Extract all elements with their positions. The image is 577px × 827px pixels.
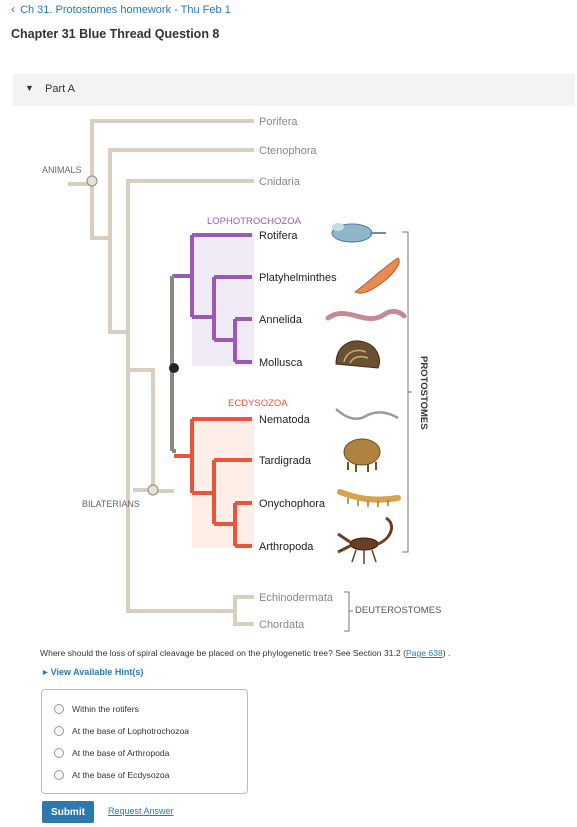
choice-option-4[interactable]: At the base of Ecdysozoa [54,768,169,782]
protostomes-label: PROTOSTOMES [418,356,429,430]
taxon-nematoda: Nematoda [259,414,311,426]
phylogenetic-tree: ANIMALS BILATERIANS LOPHOTROCHOZOA ECDYS… [42,116,441,632]
taxon-mollusca: Mollusca [259,357,303,369]
taxon-tardigrada: Tardigrada [259,455,312,467]
prompt-text: Where should the loss of spiral cleavage… [40,648,406,658]
taxon-cnidaria: Cnidaria [259,176,301,188]
view-hints-toggle[interactable]: ▶ View Available Hint(s) [43,667,143,677]
choice-label: At the base of Arthropoda [72,748,170,758]
choice-label: At the base of Ecdysozoa [72,770,170,780]
deuterostomes-bracket [344,591,353,632]
earthworm-illustration [325,308,407,322]
choice-option-1[interactable]: Within the rotifers [54,702,139,716]
taxon-rotifera: Rotifera [259,230,298,242]
choice-label: Within the rotifers [72,704,139,714]
taxon-arthropoda: Arthropoda [259,541,314,553]
choice-option-2[interactable]: At the base of Lophotrochozoa [54,724,189,738]
caret-right-icon: ▶ [43,670,48,676]
request-answer-link[interactable]: Request Answer [108,806,174,816]
question-prompt: Where should the loss of spiral cleavage… [40,648,450,658]
page-reference-link[interactable]: Page 638 [405,648,443,658]
bilaterians-label: BILATERIANS [82,499,140,509]
nematode-illustration [335,408,399,421]
prompt-suffix: ) . [442,648,451,658]
scorpion-illustration [337,516,394,564]
protostomes-bracket [402,231,412,553]
taxon-ctenophora: Ctenophora [259,145,317,157]
taxon-platyhelminthes: Platyhelminthes [259,272,337,284]
radio-button[interactable] [54,748,64,758]
bilaterians-node [147,484,159,496]
part-header[interactable]: ▼ Part A [13,74,575,106]
taxon-porifera: Porifera [259,116,298,128]
animals-node [86,175,98,187]
ecdysozoa-shade [192,418,254,548]
answer-choices: Within the rotifers At the base of Lopho… [41,689,248,794]
back-link[interactable]: ‹ Ch 31. Protostomes homework - Thu Feb … [11,2,231,16]
submit-button[interactable]: Submit [42,801,94,823]
chevron-left-icon: ‹ [11,2,15,16]
taxon-onychophora: Onychophora [259,498,326,510]
ecdysozoa-label: ECDYSOZOA [228,398,288,409]
radio-button[interactable] [54,726,64,736]
deuterostomes-label: DEUTEROSTOMES [355,605,441,616]
animals-label: ANIMALS [42,165,82,175]
velvet-worm-illustration [337,489,401,507]
taxon-annelida: Annelida [259,314,303,326]
hint-label: View Available Hint(s) [50,667,144,677]
caret-down-icon: ▼ [25,83,34,93]
lophotrochozoa-shade [192,234,254,366]
snail-shell-illustration [335,340,380,369]
taxon-echinodermata: Echinodermata [259,592,334,604]
choice-label: At the base of Lophotrochozoa [72,726,190,736]
question-title: Chapter 31 Blue Thread Question 8 [11,27,220,41]
choice-option-3[interactable]: At the base of Arthropoda [54,746,169,760]
back-link-label: Ch 31. Protostomes homework - Thu Feb 1 [20,4,231,16]
flatworm-illustration [354,257,400,294]
protostomes-node [169,363,179,373]
tardigrade-illustration [343,438,381,472]
radio-button[interactable] [54,704,64,714]
part-label: Part A [45,83,75,95]
lophotrochozoa-label: LOPHOTROCHOZOA [207,216,302,227]
radio-button[interactable] [54,770,64,780]
taxon-chordata: Chordata [259,619,305,631]
rotifer-illustration [331,223,386,243]
